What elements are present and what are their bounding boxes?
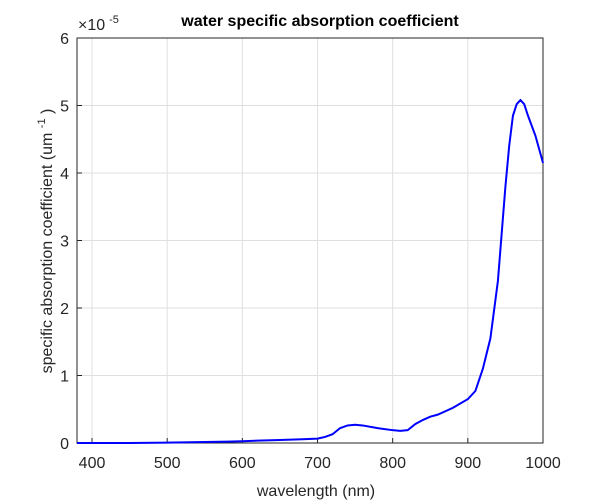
x-tick-label: 400 <box>79 455 106 472</box>
x-tick-label: 500 <box>154 455 181 472</box>
y-axis-label: specific absorption coefficient (um -1 ) <box>32 109 56 374</box>
y-tick-label: 2 <box>60 301 69 318</box>
y-tick-label: 3 <box>60 234 69 251</box>
x-tick-label: 800 <box>379 455 406 472</box>
series-line <box>77 98 544 444</box>
chart-title: water specific absorption coefficient <box>180 13 459 30</box>
x-tick-label: 700 <box>304 455 331 472</box>
plot-frame <box>76 37 544 444</box>
grid <box>77 38 543 443</box>
x-axis-ticks: 400 500 600 700 800 900 1000 <box>79 438 561 472</box>
y-tick-label: 5 <box>60 99 69 116</box>
y-axis-exponent: ×10 -5 <box>78 14 119 34</box>
x-axis-label: wavelength (nm) <box>256 483 375 500</box>
y-axis-exponent-base: ×10 <box>78 17 105 34</box>
y-tick-label: 0 <box>60 436 69 453</box>
y-axis-label-main: specific absorption coefficient (um <box>39 133 56 374</box>
y-tick-label: 4 <box>60 166 69 183</box>
x-tick-label: 600 <box>229 455 256 472</box>
y-axis-exponent-power: -5 <box>109 14 119 26</box>
x-tick-label: 900 <box>454 455 481 472</box>
x-tick-label: 1000 <box>525 455 561 472</box>
y-tick-label: 1 <box>60 369 69 386</box>
y-axis-ticks: 0 1 2 3 4 5 6 <box>60 31 82 453</box>
y-tick-label: 6 <box>60 31 69 48</box>
y-axis-label-sup: -1 <box>36 118 48 128</box>
y-axis-label-end: ) <box>39 109 56 114</box>
